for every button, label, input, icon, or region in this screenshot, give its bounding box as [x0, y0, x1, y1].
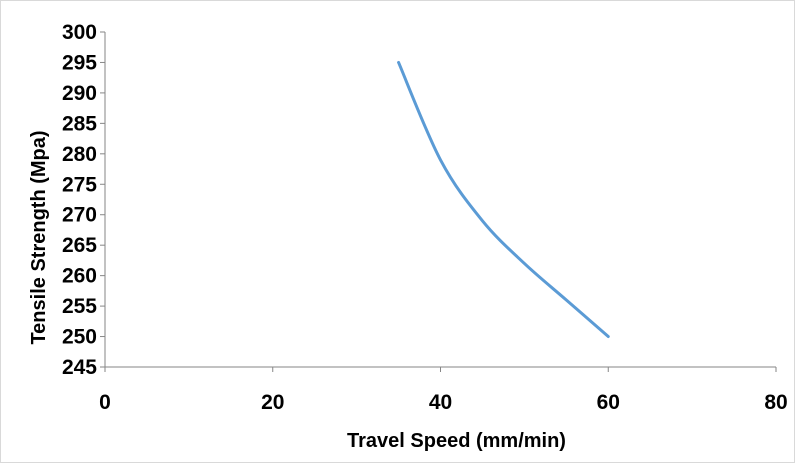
- x-tick-label: 20: [261, 391, 284, 414]
- y-tick-label: 255: [62, 295, 97, 318]
- x-tick-label: 60: [597, 391, 620, 414]
- x-tick-label: 80: [764, 391, 787, 414]
- x-axis-title: Travel Speed (mm/min): [347, 430, 566, 452]
- y-axis: 245 250 255 260 265 270 275 280 285 290 295 300: [62, 21, 106, 379]
- y-tick-label: 295: [62, 51, 97, 74]
- y-tick-label: 275: [62, 173, 97, 196]
- x-tick-label: 40: [429, 391, 452, 414]
- x-axis: 0 20 40 60 80: [99, 366, 788, 414]
- y-tick-label: 280: [62, 143, 97, 166]
- series-group: [397, 60, 610, 339]
- y-tick-label: 300: [62, 21, 97, 44]
- y-axis-title: Tensile Strength (Mpa): [28, 130, 50, 344]
- y-tick-label: 260: [62, 265, 97, 288]
- y-tick-label: 245: [62, 356, 97, 379]
- y-tick-label: 290: [62, 82, 97, 105]
- x-tick-label: 0: [99, 391, 111, 414]
- y-tick-label: 285: [62, 112, 97, 135]
- y-tick-label: 265: [62, 234, 97, 257]
- y-tick-label: 250: [62, 326, 97, 349]
- series-line: [397, 60, 610, 339]
- y-tick-label: 270: [62, 204, 97, 227]
